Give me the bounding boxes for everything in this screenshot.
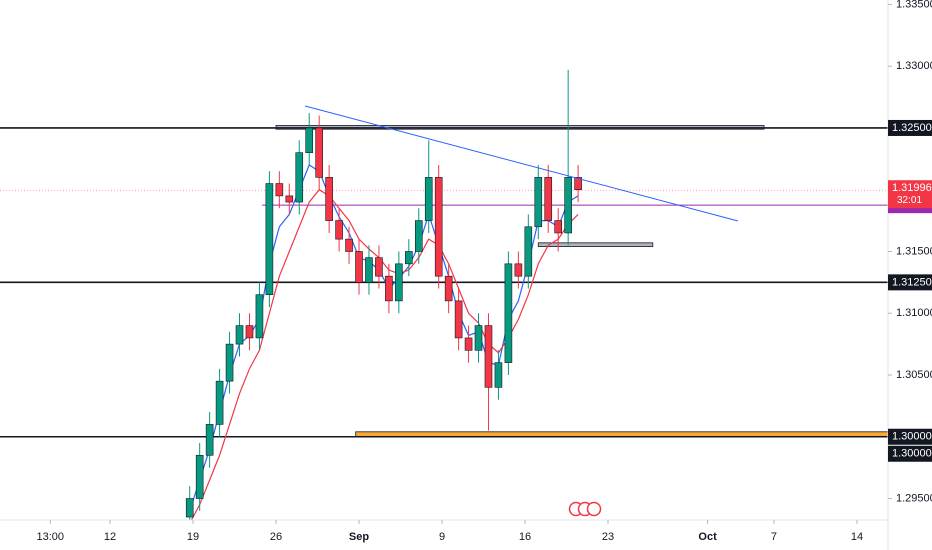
candle-body: [235, 325, 244, 345]
x-tick-label: 14: [851, 531, 863, 543]
candle-body: [285, 195, 294, 203]
candle-body: [424, 177, 433, 221]
candle-body: [195, 454, 204, 499]
level-label: 1.30000: [892, 431, 932, 443]
x-tick-label: 13:00: [37, 531, 65, 543]
candle-body: [504, 263, 513, 363]
candle-body: [365, 257, 373, 283]
level-label-box: [888, 119, 932, 136]
candle-body: [315, 127, 323, 178]
candle-body: [375, 257, 383, 277]
x-tick-label: 23: [602, 531, 614, 543]
candle-body: [325, 177, 333, 221]
candle-body: [494, 362, 503, 388]
current-price-label: 1.31996: [892, 182, 932, 194]
candle-body: [564, 177, 572, 234]
candle-body: [295, 152, 304, 203]
x-tick-label: Sep: [349, 531, 369, 543]
candle-body: [355, 251, 363, 283]
y-tick-label: 1.30500: [896, 369, 932, 381]
candle-body: [205, 424, 214, 456]
candle-body: [414, 220, 423, 252]
candle-body: [345, 238, 353, 252]
candle-body: [524, 226, 533, 277]
candle-body: [275, 183, 284, 197]
candle-body: [474, 325, 483, 351]
candle-body: [454, 300, 463, 339]
x-tick-label: 19: [187, 531, 199, 543]
candle-body: [255, 294, 264, 339]
y-tick-label: 1.29500: [896, 492, 932, 504]
candle-body: [434, 177, 443, 277]
candle-body: [385, 275, 393, 302]
candle-body: [305, 127, 314, 153]
candle-body: [514, 263, 523, 277]
x-tick-label: 7: [771, 531, 777, 543]
y-tick-label: 1.31500: [896, 245, 932, 257]
candle-body: [185, 498, 194, 518]
current-price-box: [888, 180, 932, 209]
candle-body: [245, 325, 254, 339]
level-label: 1.32500: [892, 122, 932, 134]
zone-label-box: [888, 445, 932, 462]
y-tick-label: 1.33000: [896, 60, 932, 72]
axes: 1.29500 1.30500 1.31000 1.31500 1.33000 1.335…: [37, 0, 932, 543]
event-icons[interactable]: [568, 501, 602, 517]
trendline: [304, 105, 739, 222]
candle-body: [405, 251, 413, 265]
candle-body: [554, 220, 562, 234]
candle-body: [484, 325, 493, 388]
moving-average: [189, 164, 579, 512]
candle-body: [215, 380, 224, 425]
moving-average: [190, 188, 579, 520]
level-label-box: [888, 274, 932, 291]
candle-body: [395, 263, 403, 302]
x-tick-label: 26: [270, 531, 282, 543]
candle-body: [225, 343, 234, 382]
level-label: 1.31250: [892, 276, 932, 288]
event-icon[interactable]: [586, 501, 602, 517]
candle-body: [265, 183, 274, 296]
level-label-box: [888, 428, 932, 445]
candle-body: [544, 177, 553, 221]
x-tick-label: Oct: [698, 531, 717, 543]
candle-body: [574, 177, 582, 191]
plot-area: [0, 69, 888, 520]
countdown-label: 32:01: [897, 195, 922, 206]
zone: [537, 242, 654, 247]
candle-body: [464, 337, 473, 351]
candle-body: [335, 220, 343, 240]
x-tick-label: 9: [439, 531, 445, 543]
y-tick-label: 1.33500: [896, 0, 932, 10]
candle-body: [444, 275, 453, 302]
y-tick-label: 1.31000: [896, 307, 932, 319]
x-tick-label: 12: [104, 531, 116, 543]
candle-body: [534, 177, 543, 228]
x-tick-label: 16: [519, 531, 531, 543]
zone-label: 1.30000: [892, 448, 932, 460]
